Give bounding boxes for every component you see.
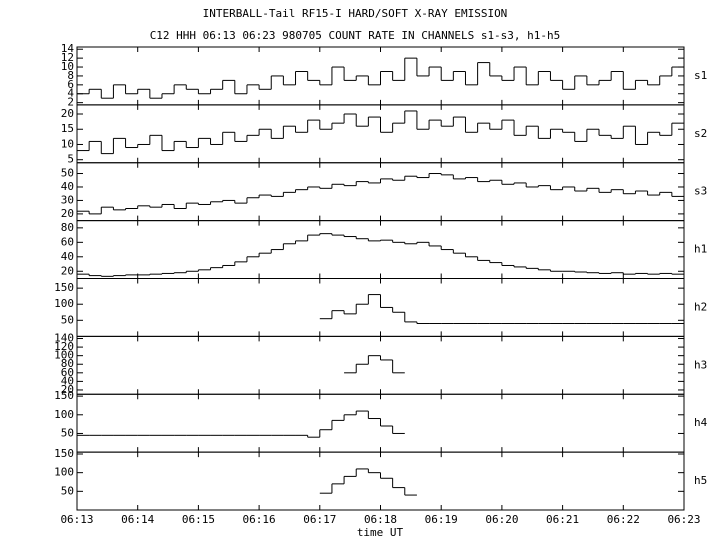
y-tick-label: 10 [61,137,74,150]
y-tick-label: 100 [54,408,74,421]
y-tick-label: 12 [61,51,74,64]
x-tick-label: 06:18 [364,513,397,526]
series-label: h5 [694,474,707,487]
chart-subtitle: C12 HHH 06:13 06:23 980705 COUNT RATE IN… [150,29,561,42]
series-label: h1 [694,243,707,256]
y-tick-label: 30 [61,193,74,206]
y-tick-label: 6 [67,78,74,91]
series-label: h2 [694,300,707,313]
y-tick-label: 150 [54,281,74,294]
x-tick-label: 06:16 [243,513,276,526]
x-axis-label: time UT [357,526,404,539]
series-label: s2 [694,127,707,140]
y-tick-label: 2 [67,96,74,109]
y-tick-label: 50 [61,426,74,439]
y-tick-label: 60 [61,366,74,379]
chart-title: INTERBALL-Tail RF15-I HARD/SOFT X-RAY EM… [203,7,508,20]
y-tick-label: 20 [61,207,74,220]
x-tick-label: 06:13 [60,513,93,526]
series-label: s1 [694,69,707,82]
y-tick-label: 14 [61,42,75,55]
x-tick-label: 06:22 [607,513,640,526]
y-tick-label: 50 [61,313,74,326]
y-tick-label: 15 [61,122,74,135]
y-tick-label: 120 [54,340,74,353]
x-tick-label: 06:17 [303,513,336,526]
y-tick-label: 100 [54,297,74,310]
y-tick-label: 140 [54,332,74,345]
y-tick-label: 80 [61,221,74,234]
series-label: s3 [694,185,707,198]
y-tick-label: 100 [54,466,74,479]
x-tick-label: 06:20 [485,513,518,526]
y-tick-label: 60 [61,235,74,248]
x-tick-label: 06:15 [182,513,215,526]
y-tick-label: 4 [67,87,74,100]
y-tick-label: 20 [61,383,74,396]
y-tick-label: 40 [61,250,74,263]
y-tick-label: 5 [67,153,74,166]
x-tick-label: 06:19 [425,513,458,526]
y-tick-label: 20 [61,107,74,120]
y-tick-label: 50 [61,484,74,497]
y-tick-label: 100 [54,349,74,362]
y-tick-label: 150 [54,447,74,460]
x-tick-label: 06:23 [667,513,700,526]
x-tick-label: 06:21 [546,513,579,526]
y-tick-label: 8 [67,69,74,82]
y-tick-label: 40 [61,180,74,193]
y-tick-label: 50 [61,167,74,180]
y-tick-label: 80 [61,357,74,370]
y-tick-label: 150 [54,389,74,402]
y-tick-label: 10 [61,60,74,73]
series-label: h4 [694,416,708,429]
x-tick-label: 06:14 [121,513,154,526]
y-tick-label: 40 [61,374,74,387]
series-label: h3 [694,358,707,371]
y-tick-label: 20 [61,264,74,277]
